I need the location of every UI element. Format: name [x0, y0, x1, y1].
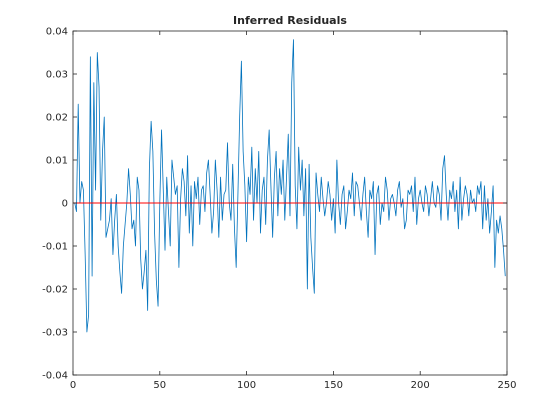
y-tick-label: -0.04 [42, 371, 68, 382]
y-tick-label: 0 [62, 199, 68, 210]
y-tick-label: 0.03 [46, 70, 68, 81]
y-tick-label: 0.02 [46, 113, 68, 124]
y-tick-label: -0.01 [42, 242, 68, 253]
tick-layer: 0 50 100 150 200 250 -0.04 -0.03 -0.02 -0.01 0 0.01… [42, 27, 516, 392]
x-tick-label: 50 [153, 380, 166, 391]
x-tick-label: 250 [497, 380, 516, 391]
x-tick-label: 200 [411, 380, 430, 391]
chart-title: Inferred Residuals [233, 14, 347, 27]
x-tick-label: 100 [237, 380, 256, 391]
x-tick-label: 150 [324, 380, 343, 391]
y-tick-label: -0.03 [42, 328, 68, 339]
series-layer [74, 39, 506, 333]
y-tick-label: 0.04 [46, 27, 68, 38]
y-tick-label: -0.02 [42, 285, 68, 296]
x-tick-label: 0 [70, 380, 76, 391]
y-tick-label: 0.01 [46, 156, 68, 167]
series-line-0 [74, 39, 506, 333]
